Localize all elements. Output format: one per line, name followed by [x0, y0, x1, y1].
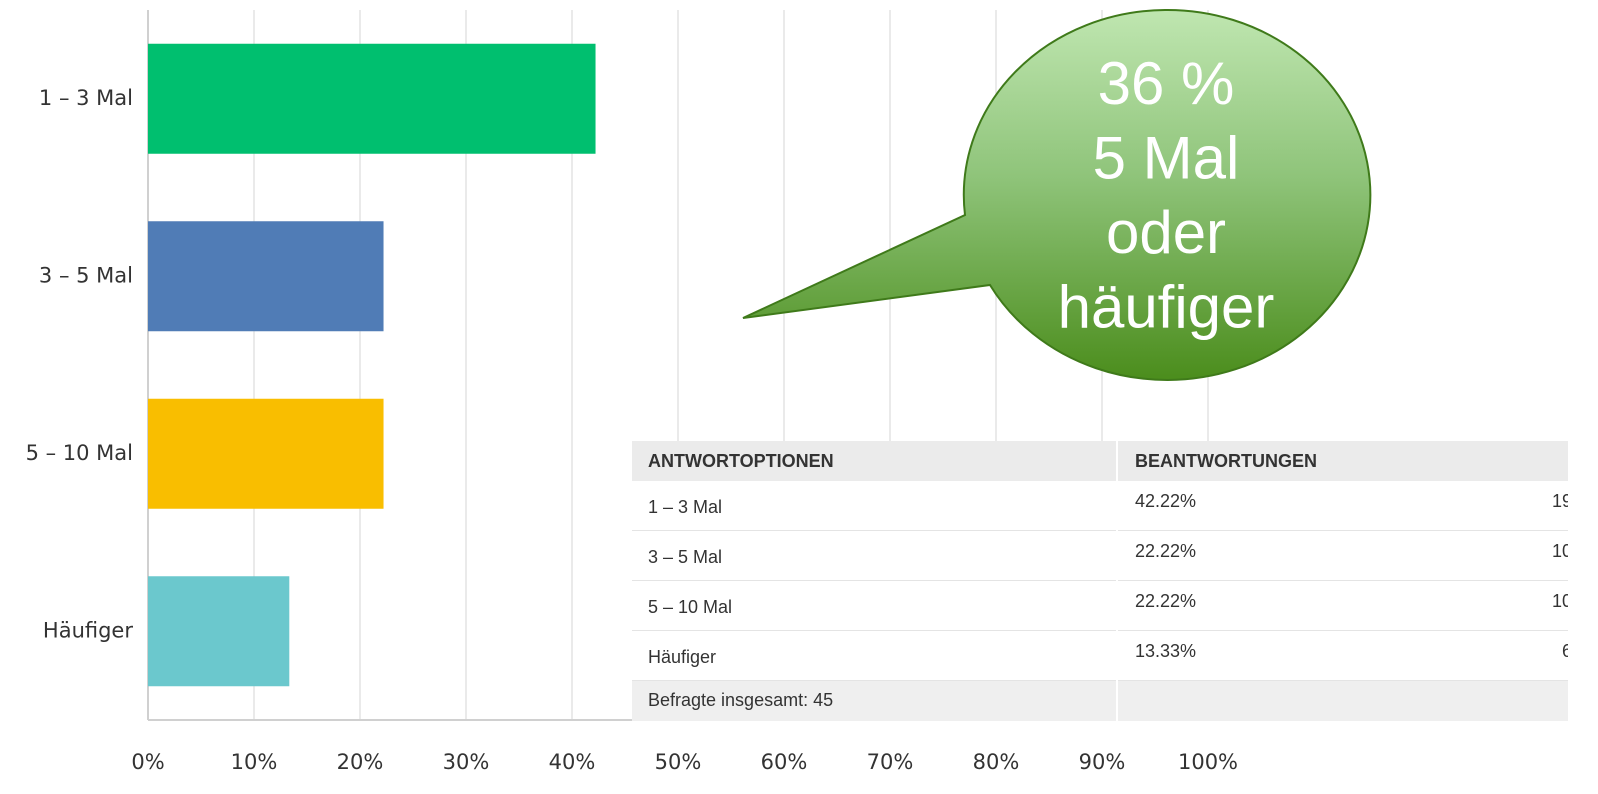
table-row-bg: [632, 531, 1598, 581]
y-tick-label: 1 – 3 Mal: [39, 86, 133, 110]
table-cell: 10: [1552, 591, 1572, 611]
callout-text: 36 %: [1098, 50, 1235, 117]
callout-text: 5 Mal: [1093, 124, 1240, 191]
y-tick-label: 5 – 10 Mal: [26, 441, 133, 465]
x-tick-label: 50%: [655, 750, 702, 774]
table-cell: 42.22%: [1135, 491, 1196, 511]
table-footer: Befragte insgesamt: 45: [648, 690, 833, 710]
bar: [148, 44, 596, 154]
x-tick-label: 10%: [231, 750, 278, 774]
callout: 36 % 5 Mal oder häufiger: [743, 10, 1370, 380]
table-cell: 5 – 10 Mal: [648, 597, 732, 617]
table: ANTWORTOPTIONEN BEANTWORTUNGEN 1 – 3 Mal 42…: [632, 441, 1598, 721]
x-tick-label: 30%: [443, 750, 490, 774]
table-cell: 1 – 3 Mal: [648, 497, 722, 517]
x-tick-label: 90%: [1079, 750, 1126, 774]
table-header: BEANTWORTUNGEN: [1135, 451, 1317, 471]
table-cell: 22.22%: [1135, 591, 1196, 611]
table-cell: 13.33%: [1135, 641, 1196, 661]
bar: [148, 576, 289, 686]
x-tick-label: 100%: [1178, 750, 1238, 774]
x-tick-label: 70%: [867, 750, 914, 774]
table-cell: 10: [1552, 541, 1572, 561]
table-row-bg: [632, 481, 1598, 531]
x-tick-label: 60%: [761, 750, 808, 774]
y-tick-label: 3 – 5 Mal: [39, 263, 133, 287]
table-cell: 3 – 5 Mal: [648, 547, 722, 567]
x-tick-label: 20%: [337, 750, 384, 774]
table-cell: 22.22%: [1135, 541, 1196, 561]
x-tick-label: 40%: [549, 750, 596, 774]
y-tick-label: Häufiger: [43, 618, 133, 642]
callout-text: häufiger: [1058, 273, 1275, 340]
table-row-bg: [632, 581, 1598, 631]
table-row-bg: [632, 631, 1598, 681]
bar: [148, 399, 384, 509]
callout-text: oder: [1106, 199, 1226, 266]
page: 0% 10% 20% 30% 40% 50% 60% 70% 80% 90% 100% 1 – 3 …: [0, 0, 1598, 794]
table-header: ANTWORTOPTIONEN: [648, 451, 834, 471]
x-tick-label: 0%: [131, 750, 164, 774]
chart: 0% 10% 20% 30% 40% 50% 60% 70% 80% 90% 100% 1 – 3 …: [0, 0, 1598, 790]
table-cell: Häufiger: [648, 647, 716, 667]
table-cell: 6: [1562, 641, 1572, 661]
x-tick-label: 80%: [973, 750, 1020, 774]
table-cell: 19: [1552, 491, 1572, 511]
bar: [148, 221, 384, 331]
bars: 1 – 3 Mal 3 – 5 Mal 5 – 10 Mal Häufiger: [26, 44, 596, 687]
